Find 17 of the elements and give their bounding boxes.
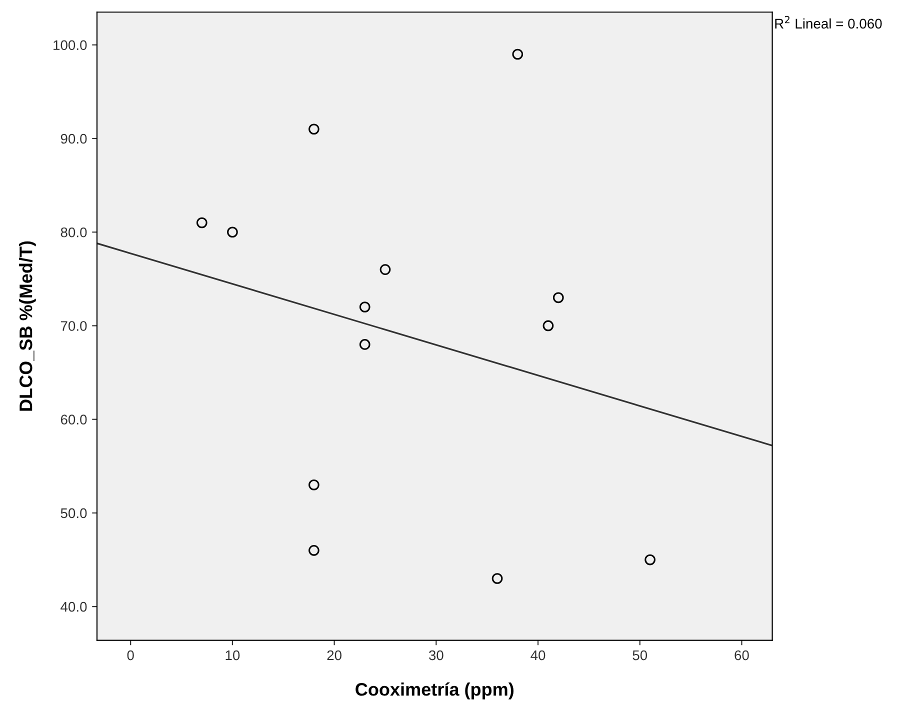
y-tick-label: 80.0: [60, 227, 87, 238]
x-tick-label: 0: [127, 650, 134, 660]
x-tick-label: 50: [632, 650, 648, 660]
y-tick-label: 60.0: [60, 414, 87, 425]
x-tick-label: 10: [226, 650, 240, 660]
y-tick-label: 50.0: [60, 508, 87, 518]
y-tick-label: 90.0: [60, 134, 87, 144]
x-tick-label: 40: [530, 650, 546, 660]
x-tick-label: 30: [428, 650, 444, 660]
y-tick-label: 100.0: [54, 40, 87, 50]
x-axis-title: Cooximetría (ppm): [356, 682, 514, 700]
x-tick-label: 20: [327, 650, 342, 660]
x-tick-label: 60: [734, 650, 749, 660]
y-tick-label: 70.0: [60, 321, 87, 331]
text: R$^{2}$ Lineal = 0.060: [775, 16, 882, 29]
y-tick-label: 40.0: [60, 602, 87, 612]
y-axis-title: DLCO_SB %(Med/T): [19, 241, 36, 411]
